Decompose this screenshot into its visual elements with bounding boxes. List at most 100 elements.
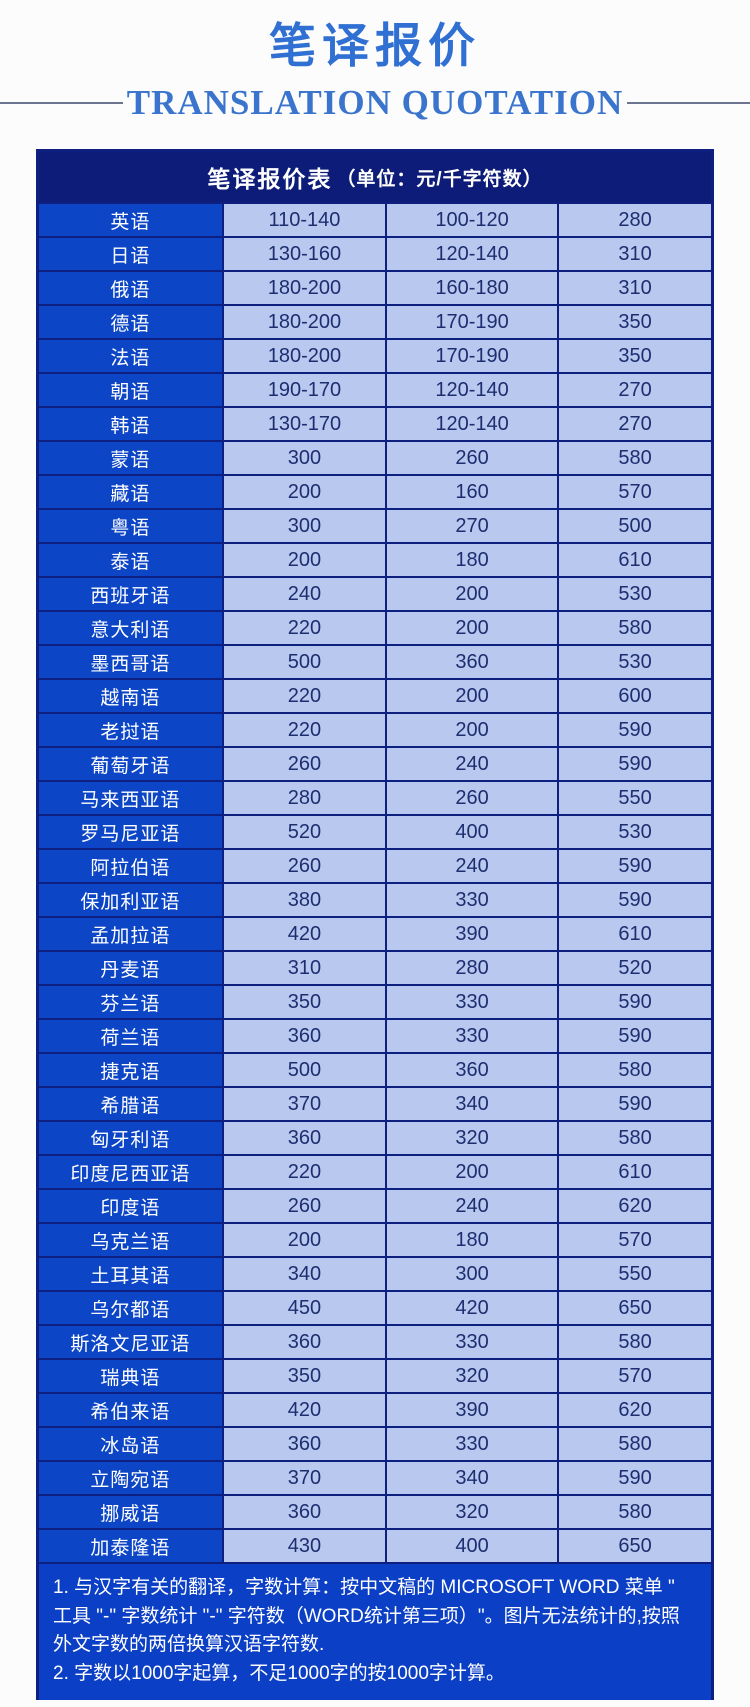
table-row: 希伯来语 420 390 620 <box>39 1394 711 1427</box>
price-cell: 610 <box>559 1156 711 1189</box>
page-subtitle: TRANSLATION QUOTATION <box>126 83 624 123</box>
price-cell: 430 <box>223 1530 386 1563</box>
language-cell: 阿拉伯语 <box>39 850 222 883</box>
language-cell: 冰岛语 <box>39 1428 222 1461</box>
table-row: 匈牙利语 360 320 580 <box>39 1122 711 1155</box>
price-cell: 370 <box>223 1462 386 1495</box>
price-cell: 650 <box>559 1530 711 1563</box>
price-cell: 200 <box>223 476 386 509</box>
language-cell: 越南语 <box>39 680 222 713</box>
price-cell: 580 <box>559 442 711 475</box>
table-row: 捷克语 500 360 580 <box>39 1054 711 1087</box>
table-row: 瑞典语 350 320 570 <box>39 1360 711 1393</box>
price-cell: 270 <box>559 408 711 441</box>
price-cell: 100-120 <box>387 204 558 237</box>
table-row: 德语 180-200 170-190 350 <box>39 306 711 339</box>
table-row: 印度语 260 240 620 <box>39 1190 711 1223</box>
price-cell: 200 <box>387 578 558 611</box>
table-body: 英语 110-140 100-120 280 日语 130-160 120-140 310 俄语… <box>39 204 711 1563</box>
price-cell: 180 <box>387 1224 558 1257</box>
price-cell: 330 <box>387 1428 558 1461</box>
price-cell: 120-140 <box>387 408 558 441</box>
language-cell: 芬兰语 <box>39 986 222 1019</box>
table-row: 俄语 180-200 160-180 310 <box>39 272 711 305</box>
price-cell: 610 <box>559 918 711 951</box>
price-cell: 580 <box>559 612 711 645</box>
price-cell: 580 <box>559 1326 711 1359</box>
price-cell: 180 <box>387 544 558 577</box>
price-cell: 590 <box>559 1462 711 1495</box>
table-row: 荷兰语 360 330 590 <box>39 1020 711 1053</box>
price-cell: 300 <box>387 1258 558 1291</box>
price-cell: 550 <box>559 1258 711 1291</box>
language-cell: 丹麦语 <box>39 952 222 985</box>
language-cell: 捷克语 <box>39 1054 222 1087</box>
table-row: 立陶宛语 370 340 590 <box>39 1462 711 1495</box>
subtitle-row: TRANSLATION QUOTATION <box>0 79 750 127</box>
price-cell: 500 <box>223 646 386 679</box>
table-row: 朝语 190-170 120-140 270 <box>39 374 711 407</box>
table-row: 日语 130-160 120-140 310 <box>39 238 711 271</box>
language-cell: 希伯来语 <box>39 1394 222 1427</box>
language-cell: 加泰隆语 <box>39 1530 222 1563</box>
price-cell: 530 <box>559 578 711 611</box>
table-row: 阿拉伯语 260 240 590 <box>39 850 711 883</box>
language-cell: 韩语 <box>39 408 222 441</box>
price-cell: 200 <box>223 544 386 577</box>
table-row: 葡萄牙语 260 240 590 <box>39 748 711 781</box>
price-cell: 320 <box>387 1360 558 1393</box>
price-cell: 370 <box>223 1088 386 1121</box>
price-cell: 590 <box>559 1088 711 1121</box>
table-row: 泰语 200 180 610 <box>39 544 711 577</box>
table-row: 印度尼西亚语 220 200 610 <box>39 1156 711 1189</box>
price-cell: 580 <box>559 1122 711 1155</box>
price-cell: 570 <box>559 476 711 509</box>
language-cell: 朝语 <box>39 374 222 407</box>
price-cell: 590 <box>559 884 711 917</box>
language-cell: 乌尔都语 <box>39 1292 222 1325</box>
price-cell: 580 <box>559 1496 711 1529</box>
language-cell: 保加利亚语 <box>39 884 222 917</box>
price-cell: 570 <box>559 1360 711 1393</box>
language-cell: 马来西亚语 <box>39 782 222 815</box>
table-row: 意大利语 220 200 580 <box>39 612 711 645</box>
language-cell: 匈牙利语 <box>39 1122 222 1155</box>
price-cell: 600 <box>559 680 711 713</box>
table-row: 法语 180-200 170-190 350 <box>39 340 711 373</box>
table-row: 希腊语 370 340 590 <box>39 1088 711 1121</box>
subtitle-right-line <box>627 102 750 105</box>
price-cell: 330 <box>387 1020 558 1053</box>
language-cell: 罗马尼亚语 <box>39 816 222 849</box>
table-row: 西班牙语 240 200 530 <box>39 578 711 611</box>
price-cell: 200 <box>223 1224 386 1257</box>
table-row: 土耳其语 340 300 550 <box>39 1258 711 1291</box>
language-cell: 印度语 <box>39 1190 222 1223</box>
table-header: 笔译报价表 （单位：元/千字符数） <box>39 152 711 203</box>
price-cell: 330 <box>387 1326 558 1359</box>
price-cell: 260 <box>223 1190 386 1223</box>
price-cell: 270 <box>387 510 558 543</box>
language-cell: 挪威语 <box>39 1496 222 1529</box>
price-cell: 340 <box>387 1462 558 1495</box>
price-cell: 240 <box>387 850 558 883</box>
price-cell: 220 <box>223 680 386 713</box>
price-cell: 180-200 <box>223 272 386 305</box>
table-row: 加泰隆语 430 400 650 <box>39 1530 711 1563</box>
price-cell: 260 <box>387 782 558 815</box>
table-row: 越南语 220 200 600 <box>39 680 711 713</box>
language-cell: 孟加拉语 <box>39 918 222 951</box>
price-cell: 590 <box>559 850 711 883</box>
price-cell: 530 <box>559 816 711 849</box>
price-cell: 610 <box>559 544 711 577</box>
subtitle-left-line <box>0 102 123 105</box>
price-cell: 130-160 <box>223 238 386 271</box>
language-cell: 立陶宛语 <box>39 1462 222 1495</box>
price-cell: 120-140 <box>387 238 558 271</box>
price-cell: 240 <box>387 748 558 781</box>
note-line: 1. 与汉字有关的翻译，字数计算：按中文稿的 MICROSOFT WORD 菜单… <box>53 1577 680 1656</box>
price-cell: 130-170 <box>223 408 386 441</box>
price-cell: 220 <box>223 714 386 747</box>
language-cell: 土耳其语 <box>39 1258 222 1291</box>
price-cell: 360 <box>387 646 558 679</box>
